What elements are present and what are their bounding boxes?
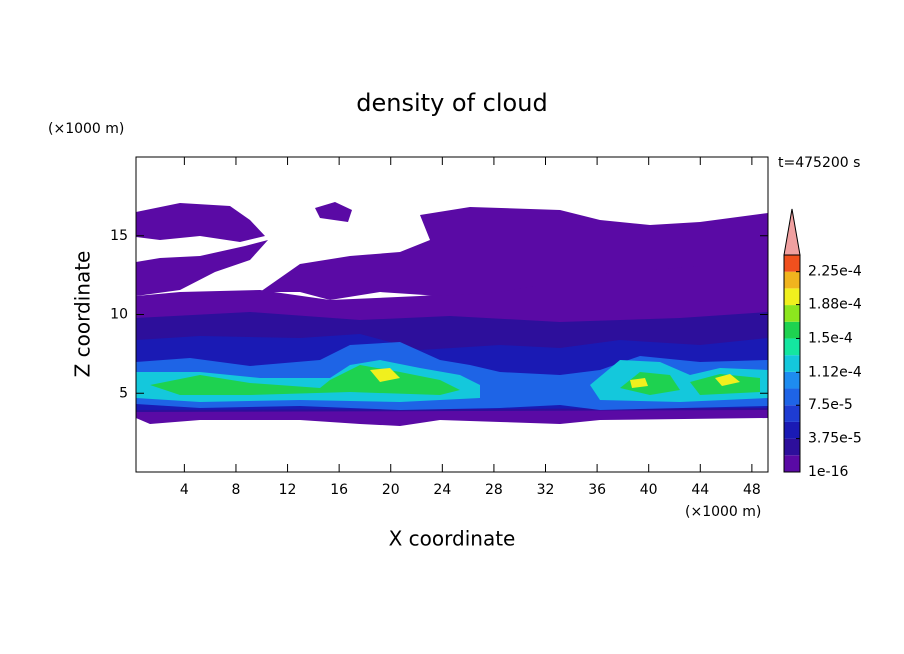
colorbar-band xyxy=(784,338,800,356)
colorbar-band xyxy=(784,305,800,322)
x-tick-label: 24 xyxy=(433,482,451,498)
contour-region xyxy=(136,240,268,296)
colorbar-band xyxy=(784,355,800,372)
y-unit: (×1000 m) xyxy=(48,121,124,137)
colorbar-band xyxy=(784,388,800,406)
x-tick-label: 40 xyxy=(640,482,658,498)
colorbar-frame xyxy=(783,254,801,473)
x-tick-label: 36 xyxy=(588,482,606,498)
x-unit: (×1000 m) xyxy=(685,504,761,520)
colorbar-band xyxy=(784,271,800,289)
x-tick-label: 16 xyxy=(330,482,348,498)
x-tick-label: 32 xyxy=(537,482,555,498)
colorbar-band xyxy=(784,438,800,456)
contour-region xyxy=(260,207,768,300)
colorbar-band xyxy=(784,455,800,472)
y-tick-label: 5 xyxy=(119,385,128,401)
colorbar-tick-label: 1e-16 xyxy=(808,464,848,480)
x-tick-label: 48 xyxy=(743,482,761,498)
x-axis-label: X coordinate xyxy=(389,527,516,551)
colorbar-tick-label: 7.5e-5 xyxy=(808,397,853,413)
colorbar-tick-label: 1.88e-4 xyxy=(808,297,862,313)
x-tick-label: 20 xyxy=(382,482,400,498)
colorbar-band xyxy=(784,288,800,306)
x-tick-label: 4 xyxy=(180,482,189,498)
contour-region xyxy=(715,374,740,386)
y-tick-label: 15 xyxy=(110,228,128,244)
y-axis-label: Z coordinate xyxy=(71,251,95,378)
colorbar-band xyxy=(784,255,800,272)
y-tick-label: 10 xyxy=(110,307,128,323)
colorbar-tick-label: 1.5e-4 xyxy=(808,330,853,346)
colorbar-tick-label: 1.12e-4 xyxy=(808,364,862,380)
colorbar-band xyxy=(784,405,800,422)
contour-region xyxy=(370,368,400,382)
annotation: t=475200 s xyxy=(778,155,860,171)
colorbar-band xyxy=(784,321,800,339)
contour-region xyxy=(630,378,648,388)
x-tick-label: 28 xyxy=(485,482,503,498)
colorbar-band xyxy=(784,371,800,389)
x-tick-label: 12 xyxy=(279,482,297,498)
x-tick-label: 44 xyxy=(691,482,709,498)
colorbar: 1e-16 3.75e-5 7.5e-5 1.12e-4 1.5e-4 1.88e-4 2.… xyxy=(783,208,862,480)
colorbar-tick-label: 2.25e-4 xyxy=(808,264,862,280)
contour-field xyxy=(136,202,768,426)
contour-region xyxy=(620,372,680,395)
colorbar-band xyxy=(784,421,800,439)
chart-title: density of cloud xyxy=(356,89,547,117)
x-tick-label: 8 xyxy=(231,482,240,498)
colorbar-tick-label: 3.75e-5 xyxy=(808,431,862,447)
contour-region xyxy=(136,203,265,242)
contour-region xyxy=(315,202,352,222)
